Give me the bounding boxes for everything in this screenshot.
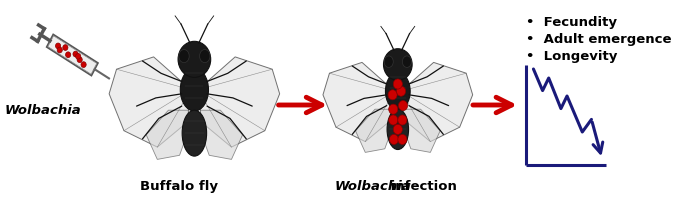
Polygon shape	[403, 109, 440, 152]
Circle shape	[388, 115, 398, 125]
Circle shape	[63, 45, 68, 50]
Circle shape	[384, 49, 412, 80]
Polygon shape	[109, 57, 190, 147]
Circle shape	[81, 62, 86, 67]
Polygon shape	[323, 62, 395, 142]
Circle shape	[398, 134, 407, 144]
Circle shape	[397, 86, 406, 96]
Circle shape	[178, 41, 211, 77]
Ellipse shape	[387, 109, 408, 150]
Circle shape	[393, 79, 402, 89]
Text: Buffalo fly: Buffalo fly	[140, 180, 218, 193]
Circle shape	[55, 43, 61, 49]
Text: Wolbachia: Wolbachia	[5, 104, 82, 117]
Text: infection: infection	[386, 180, 457, 193]
Ellipse shape	[199, 50, 210, 63]
Circle shape	[73, 51, 78, 57]
Polygon shape	[198, 57, 279, 147]
Polygon shape	[200, 110, 242, 159]
Circle shape	[399, 101, 408, 111]
Ellipse shape	[384, 56, 393, 67]
Circle shape	[57, 47, 62, 53]
Ellipse shape	[386, 72, 410, 110]
Circle shape	[393, 124, 402, 134]
Ellipse shape	[179, 50, 189, 63]
Circle shape	[389, 134, 399, 144]
Ellipse shape	[182, 110, 207, 156]
Circle shape	[388, 90, 397, 100]
Text: Wolbachia: Wolbachia	[334, 180, 411, 193]
Circle shape	[75, 54, 81, 59]
Text: •  Longevity: • Longevity	[526, 50, 618, 63]
Ellipse shape	[402, 56, 412, 67]
Ellipse shape	[180, 68, 208, 111]
Circle shape	[398, 115, 407, 125]
Circle shape	[388, 104, 398, 114]
Polygon shape	[47, 34, 98, 76]
Circle shape	[66, 52, 71, 58]
Text: •  Fecundity: • Fecundity	[526, 16, 617, 29]
Polygon shape	[356, 109, 393, 152]
Text: •  Adult emergence: • Adult emergence	[526, 33, 672, 46]
Polygon shape	[401, 62, 473, 142]
Circle shape	[77, 57, 82, 63]
Polygon shape	[146, 110, 188, 159]
